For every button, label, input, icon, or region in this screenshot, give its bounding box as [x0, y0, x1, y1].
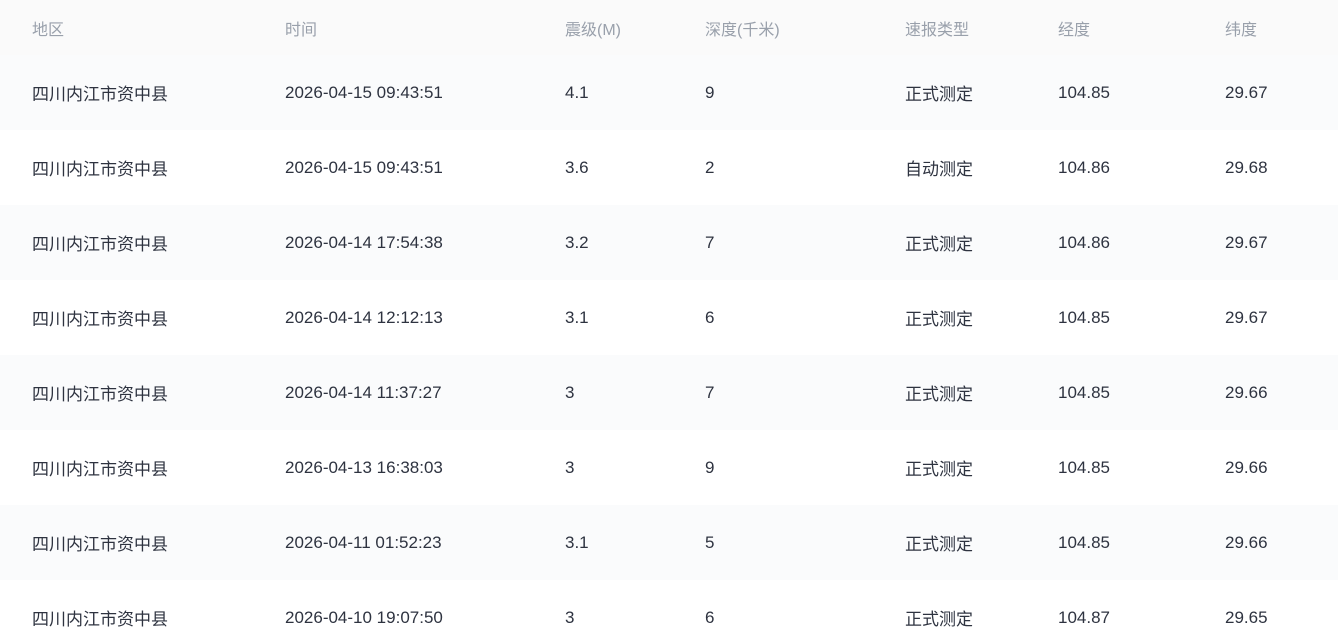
table-row: 四川内江市资中县 2026-04-15 09:43:51 4.1 9 正式测定 104.8… [0, 55, 1338, 130]
cell-depth: 6 [705, 607, 715, 627]
cell-magnitude: 3 [565, 457, 575, 477]
cell-region: 四川内江市资中县 [32, 160, 168, 179]
cell-report-type: 自动测定 [905, 160, 973, 179]
table-row: 四川内江市资中县 2026-04-14 17:54:38 3.2 7 正式测定 104.8… [0, 205, 1338, 280]
column-header-time: 时间 [285, 0, 565, 55]
cell-longitude: 104.86 [1058, 157, 1110, 177]
cell-latitude: 29.67 [1225, 82, 1268, 102]
cell-latitude: 29.68 [1225, 157, 1268, 177]
cell-report-type: 正式测定 [905, 610, 973, 629]
cell-region: 四川内江市资中县 [32, 310, 168, 329]
table-row: 四川内江市资中县 2026-04-10 19:07:50 3 6 正式测定 104.87 2… [0, 580, 1338, 637]
cell-latitude: 29.67 [1225, 232, 1268, 252]
table-body: 四川内江市资中县 2026-04-15 09:43:51 4.1 9 正式测定 104.8… [0, 55, 1338, 637]
column-header-magnitude: 震级(M) [565, 0, 705, 55]
table-header: 地区 时间 震级(M) 深度(千米) 速报类型 经度 纬度 [0, 0, 1338, 55]
cell-report-type: 正式测定 [905, 385, 973, 404]
cell-longitude: 104.85 [1058, 532, 1110, 552]
cell-time: 2026-04-14 17:54:38 [285, 232, 443, 252]
cell-latitude: 29.66 [1225, 532, 1268, 552]
cell-time: 2026-04-13 16:38:03 [285, 457, 443, 477]
cell-depth: 2 [705, 157, 715, 177]
cell-depth: 5 [705, 532, 715, 552]
column-header-region: 地区 [0, 0, 285, 55]
cell-longitude: 104.85 [1058, 457, 1110, 477]
cell-longitude: 104.87 [1058, 607, 1110, 627]
table-row: 四川内江市资中县 2026-04-14 12:12:13 3.1 6 正式测定 104.8… [0, 280, 1338, 355]
column-header-report-type: 速报类型 [905, 0, 1058, 55]
column-header-longitude: 经度 [1058, 0, 1225, 55]
cell-time: 2026-04-11 01:52:23 [285, 532, 442, 552]
cell-report-type: 正式测定 [905, 535, 973, 554]
column-header-latitude: 纬度 [1225, 0, 1338, 55]
cell-magnitude: 3 [565, 382, 575, 402]
table-row: 四川内江市资中县 2026-04-11 01:52:23 3.1 5 正式测定 104.8… [0, 505, 1338, 580]
cell-longitude: 104.86 [1058, 232, 1110, 252]
cell-time: 2026-04-14 11:37:27 [285, 382, 442, 402]
cell-depth: 7 [705, 382, 715, 402]
cell-report-type: 正式测定 [905, 460, 973, 479]
cell-time: 2026-04-14 12:12:13 [285, 307, 443, 327]
cell-region: 四川内江市资中县 [32, 235, 168, 254]
table-row: 四川内江市资中县 2026-04-13 16:38:03 3 9 正式测定 104.85 2… [0, 430, 1338, 505]
cell-longitude: 104.85 [1058, 307, 1110, 327]
cell-depth: 9 [705, 457, 715, 477]
cell-longitude: 104.85 [1058, 382, 1110, 402]
table-header-row: 地区 时间 震级(M) 深度(千米) 速报类型 经度 纬度 [0, 0, 1338, 55]
cell-magnitude: 3 [565, 607, 575, 627]
cell-region: 四川内江市资中县 [32, 85, 168, 104]
table-row: 四川内江市资中县 2026-04-15 09:43:51 3.6 2 自动测定 104.8… [0, 130, 1338, 205]
cell-report-type: 正式测定 [905, 310, 973, 329]
cell-latitude: 29.66 [1225, 457, 1268, 477]
cell-magnitude: 3.6 [565, 157, 589, 177]
cell-longitude: 104.85 [1058, 82, 1110, 102]
cell-region: 四川内江市资中县 [32, 535, 168, 554]
cell-latitude: 29.65 [1225, 607, 1268, 627]
cell-region: 四川内江市资中县 [32, 460, 168, 479]
cell-magnitude: 3.1 [565, 307, 589, 327]
cell-magnitude: 3.1 [565, 532, 589, 552]
cell-latitude: 29.66 [1225, 382, 1268, 402]
cell-report-type: 正式测定 [905, 85, 973, 104]
table-row: 四川内江市资中县 2026-04-14 11:37:27 3 7 正式测定 104.85 2… [0, 355, 1338, 430]
column-header-depth: 深度(千米) [705, 0, 905, 55]
cell-region: 四川内江市资中县 [32, 610, 168, 629]
cell-depth: 7 [705, 232, 715, 252]
cell-region: 四川内江市资中县 [32, 385, 168, 404]
cell-depth: 6 [705, 307, 715, 327]
cell-depth: 9 [705, 82, 715, 102]
cell-time: 2026-04-10 19:07:50 [285, 607, 443, 627]
cell-report-type: 正式测定 [905, 235, 973, 254]
cell-time: 2026-04-15 09:43:51 [285, 82, 443, 102]
cell-magnitude: 4.1 [565, 82, 589, 102]
cell-time: 2026-04-15 09:43:51 [285, 157, 443, 177]
cell-magnitude: 3.2 [565, 232, 589, 252]
cell-latitude: 29.67 [1225, 307, 1268, 327]
